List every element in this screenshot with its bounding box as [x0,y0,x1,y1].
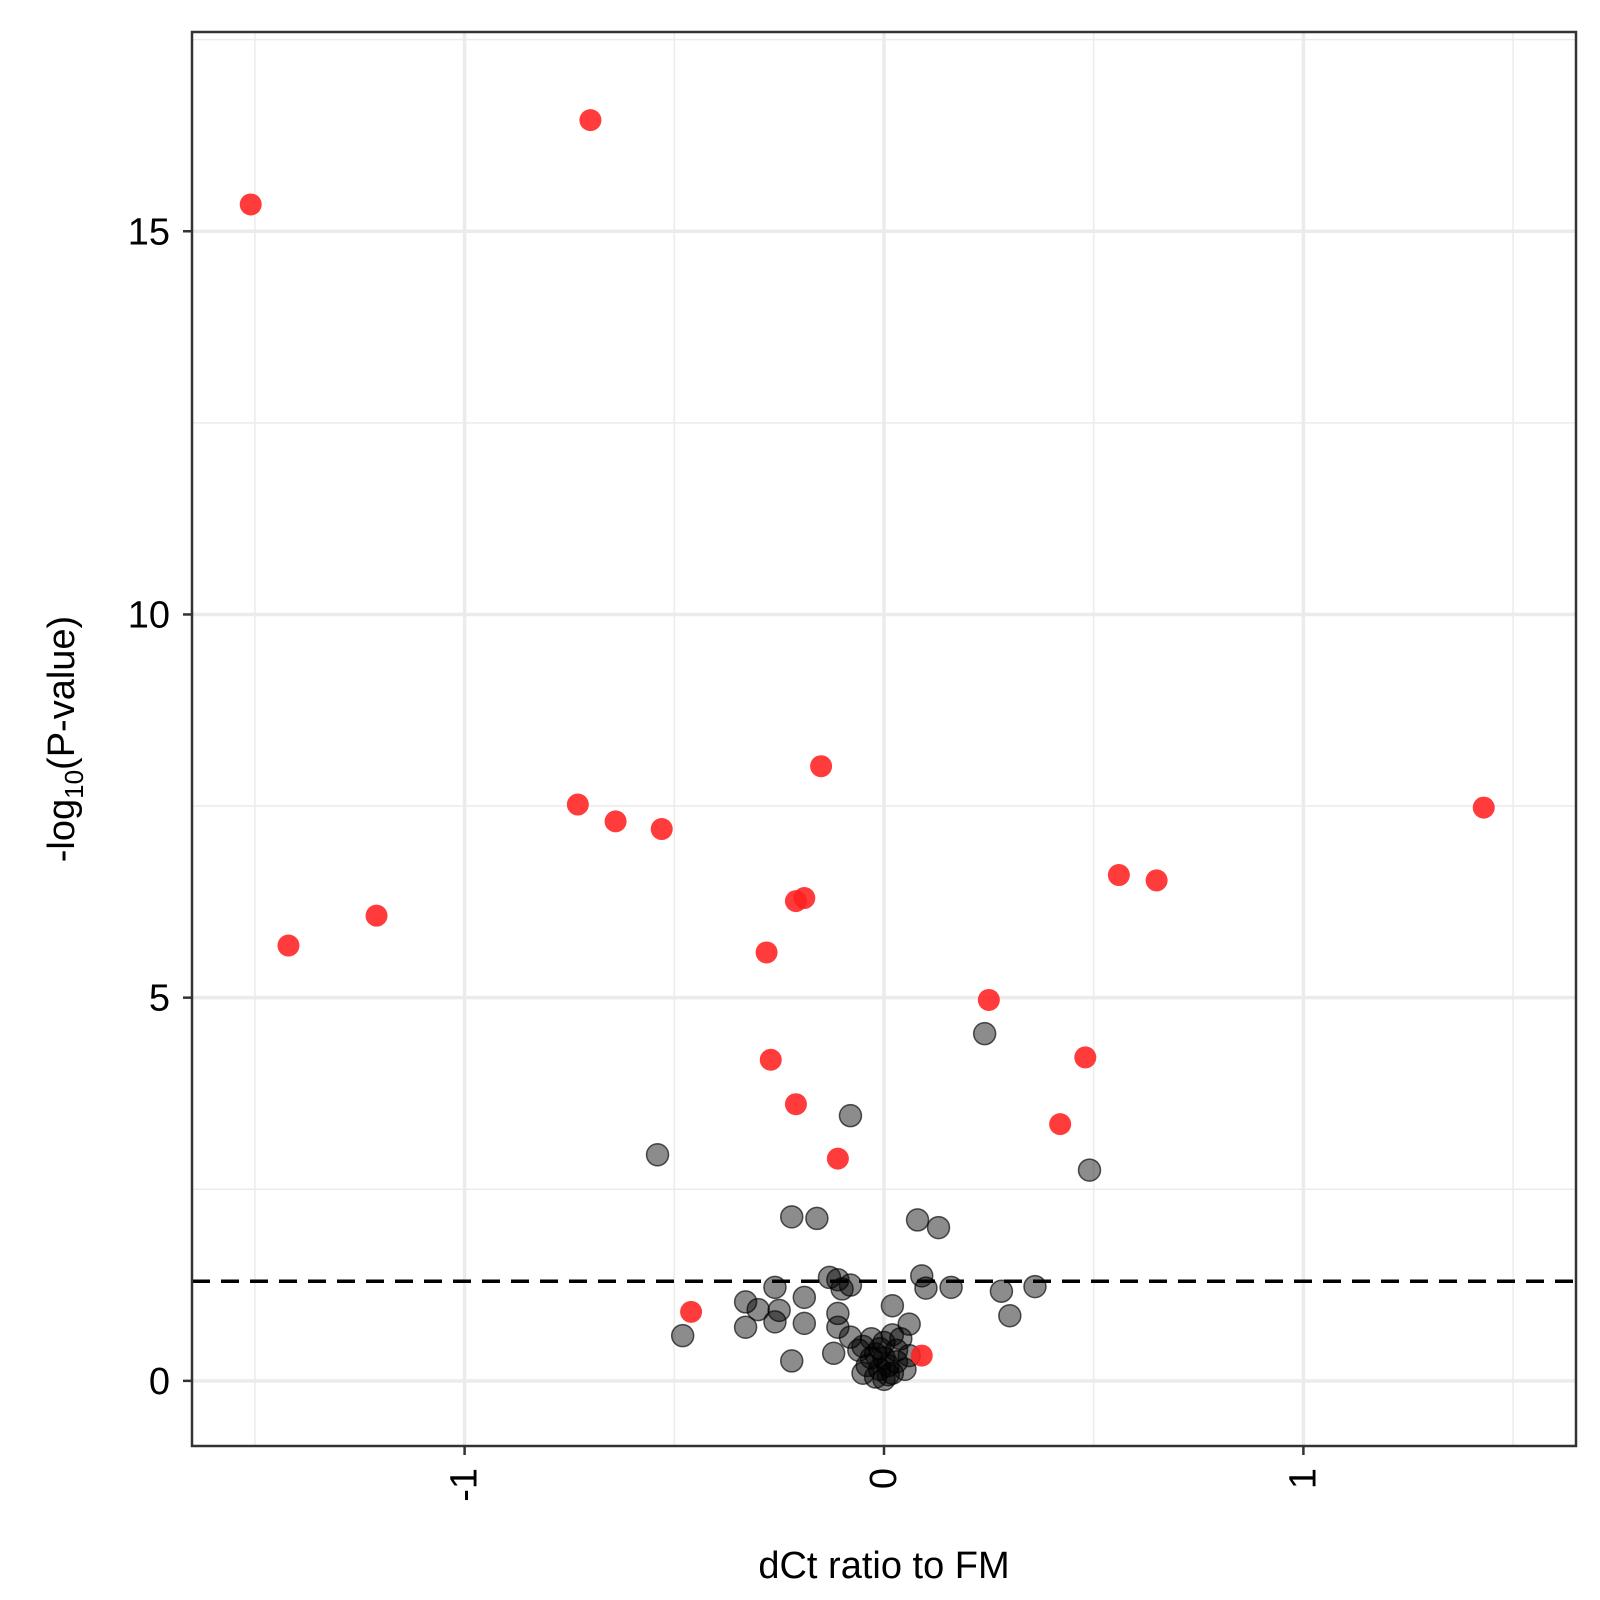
data-point-nonsignificant [746,1297,770,1322]
data-point-significant [650,818,673,841]
y-tick-label: 0 [149,1361,170,1403]
data-point-nonsignificant [880,1293,905,1318]
data-point-significant [566,793,589,816]
data-point-significant [1107,864,1130,887]
data-point-nonsignificant [779,1349,804,1373]
x-axis: -1 0 1 [444,1446,1324,1502]
data-point-significant [579,109,602,132]
data-point-nonsignificant [876,1362,900,1387]
data-point-significant [1472,796,1495,819]
x-tick-label: 1 [1282,1468,1324,1489]
data-point-nonsignificant [763,1310,787,1334]
data-point-nonsignificant [851,1361,875,1385]
data-point-nonsignificant [733,1290,758,1314]
y-tick-label: 10 [128,594,170,636]
y-axis-title-subscript: 10 [59,770,89,799]
data-point-significant [1074,1046,1097,1069]
data-point-nonsignificant [998,1303,1022,1328]
data-point-nonsignificant [826,1315,850,1339]
data-point-significant [277,934,300,957]
data-point-significant [680,1300,703,1323]
data-point-significant [239,193,262,216]
y-axis-title-prefix: -log [41,799,83,862]
data-point-significant [755,941,778,964]
data-point-significant [1049,1113,1072,1136]
data-point-nonsignificant [779,1205,804,1229]
data-point-nonsignificant [1023,1274,1047,1299]
data-point-nonsignificant [670,1323,695,1348]
data-point-nonsignificant [897,1312,921,1336]
nonsignificant-points [645,1021,1102,1392]
data-point-nonsignificant [838,1103,863,1128]
data-point-nonsignificant [838,1325,863,1349]
y-axis-title-suffix: (P-value) [41,616,83,770]
data-point-significant [784,1093,807,1116]
data-point-nonsignificant [826,1301,850,1326]
data-point-significant [365,904,388,927]
data-point-significant [826,1147,849,1170]
data-point-nonsignificant [792,1311,817,1336]
x-tick-label: -1 [444,1468,486,1502]
data-point-nonsignificant [989,1279,1014,1303]
data-point-nonsignificant [792,1285,817,1310]
y-tick-label: 5 [149,978,170,1020]
data-point-significant [759,1048,782,1071]
data-point-nonsignificant [805,1206,829,1231]
data-point-nonsignificant [1077,1158,1102,1182]
significant-points [239,109,1495,1367]
data-point-nonsignificant [733,1315,758,1339]
data-point-significant [810,755,833,778]
data-point-significant [1145,869,1168,892]
data-point-nonsignificant [830,1277,854,1301]
y-axis-title: -log10(P-value) [41,616,89,862]
x-axis-title: dCt ratio to FM [758,1545,1009,1587]
data-point-significant [977,988,1000,1011]
data-point-significant [910,1344,933,1367]
y-axis: 0 5 10 15 [128,211,192,1403]
data-point-nonsignificant [645,1143,670,1167]
major-gridlines [192,32,1576,1446]
data-point-nonsignificant [821,1341,846,1366]
x-tick-label: 0 [863,1468,905,1489]
data-point-nonsignificant [868,1336,892,1361]
data-point-significant [784,890,807,913]
data-point-nonsignificant [905,1208,930,1232]
y-tick-label: 15 [128,211,170,253]
data-point-significant [604,810,627,833]
data-point-nonsignificant [972,1021,997,1046]
data-point-nonsignificant [926,1215,951,1240]
